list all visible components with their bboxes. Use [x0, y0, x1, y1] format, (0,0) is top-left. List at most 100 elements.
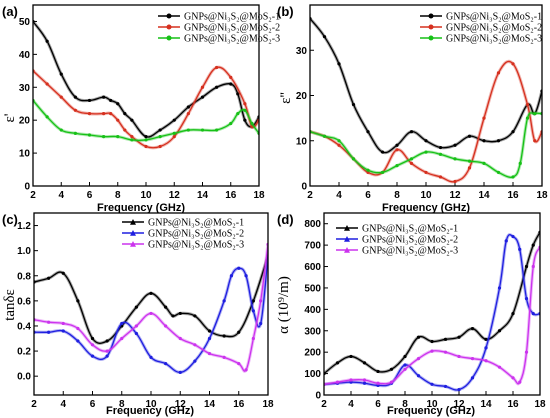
- y-tick-label: 400: [304, 305, 321, 316]
- data-point: [116, 102, 120, 106]
- data-point: [186, 112, 190, 116]
- data-point: [59, 95, 63, 99]
- x-tick-label: 12: [169, 190, 181, 201]
- data-point: [222, 355, 226, 359]
- data-point: [229, 75, 233, 79]
- data-point: [250, 125, 254, 129]
- data-point: [47, 330, 51, 334]
- panel-c: (c) tanδε Frequency (GHz) 2 4 6 8 10 12 14 16 18…: [2, 212, 274, 417]
- data-point: [470, 327, 475, 331]
- data-point: [130, 118, 134, 122]
- data-point: [73, 131, 77, 135]
- y-tick-label: 0: [315, 391, 321, 402]
- data-point: [453, 179, 457, 184]
- x-tick-label: 4: [58, 190, 64, 201]
- data-point: [109, 98, 113, 103]
- y-tick-label: 0: [24, 182, 30, 193]
- x-tick-label: 4: [60, 399, 66, 410]
- panel-c-ylabel: tanδε: [2, 289, 18, 321]
- panel-d-frame: [323, 212, 541, 396]
- y-tick-label: 0.8: [17, 271, 31, 282]
- x-tick-label: 2: [321, 399, 327, 410]
- data-point: [362, 381, 367, 385]
- data-point: [164, 324, 168, 328]
- data-point: [496, 71, 501, 75]
- data-point: [380, 170, 385, 175]
- data-point: [470, 376, 475, 380]
- legend-marker: [344, 225, 350, 231]
- data-point: [76, 339, 80, 343]
- data-point: [215, 128, 219, 132]
- data-point: [453, 143, 457, 147]
- data-point: [416, 335, 421, 339]
- panel-d-plot: 2 4 6 8 10 12 14 16 18 0 100 200 300 400 500 600 700 800 G…: [304, 219, 546, 410]
- data-point: [102, 112, 106, 116]
- data-point: [244, 274, 248, 278]
- data-point: [164, 305, 168, 309]
- y-tick-label: 20: [19, 116, 31, 127]
- data-point: [482, 161, 486, 165]
- x-tick-label: 18: [253, 190, 265, 201]
- legend-marker: [344, 236, 350, 242]
- data-point: [362, 361, 367, 365]
- data-point: [524, 350, 529, 354]
- data-point: [90, 343, 95, 347]
- legend-marker: [130, 219, 136, 225]
- data-point: [222, 299, 226, 303]
- data-point: [251, 299, 255, 303]
- legend-marker: [130, 230, 136, 236]
- data-point: [259, 321, 263, 326]
- series-line-halo: [324, 246, 540, 386]
- data-point: [533, 112, 537, 116]
- data-point: [149, 311, 153, 316]
- y-tick-label: 200: [304, 348, 321, 359]
- data-point: [236, 112, 240, 116]
- data-point: [120, 321, 124, 326]
- x-tick-label: 18: [536, 190, 548, 201]
- data-point: [424, 150, 428, 154]
- legend-label: GNPs@Ni₃S₂@MoS₂-1: [148, 218, 244, 229]
- x-tick-label: 18: [534, 399, 546, 410]
- data-point: [430, 339, 434, 344]
- data-point: [335, 361, 340, 365]
- data-point: [511, 376, 515, 380]
- panel-b: (b) ε'' Frequency (GHz) 2 4 6 8 10 12 14 16 18 0 1…: [277, 4, 548, 214]
- data-point: [376, 369, 380, 374]
- x-tick-label: 10: [140, 190, 152, 201]
- series-line: [34, 244, 268, 372]
- data-point: [349, 354, 353, 359]
- data-point: [215, 65, 219, 70]
- data-point: [351, 102, 356, 107]
- data-point: [59, 128, 63, 132]
- legend-label: GNPs@Ni₃S₂@MoS₂-2: [148, 229, 244, 240]
- data-point: [438, 152, 443, 156]
- data-point: [178, 311, 182, 316]
- x-tick-label: 2: [307, 190, 313, 201]
- data-point: [172, 135, 176, 139]
- data-point: [524, 264, 529, 269]
- data-point: [511, 175, 515, 179]
- x-tick-label: 8: [402, 399, 408, 410]
- panel-a-frame: [32, 4, 260, 187]
- data-point: [376, 381, 380, 385]
- x-tick-label: 14: [480, 399, 492, 410]
- data-point: [337, 62, 341, 66]
- data-point: [337, 143, 341, 147]
- panel-a: (a) ε' Frequency (GHz) 2 4 6 8 10 12 14 16 18 0 10…: [2, 4, 280, 214]
- panel-d-ylabel: α (10⁹/m): [276, 276, 292, 334]
- x-tick-label: 8: [119, 399, 125, 410]
- data-point: [457, 388, 461, 392]
- legend-marker: [166, 13, 172, 19]
- data-point: [366, 168, 370, 172]
- series-group: [34, 242, 268, 375]
- x-tick-label: 14: [197, 190, 209, 201]
- legend-marker: [344, 247, 350, 253]
- y-tick-label: 20: [296, 91, 308, 102]
- data-point: [116, 135, 120, 139]
- data-point: [90, 336, 95, 341]
- data-point: [123, 112, 127, 116]
- data-point: [186, 128, 190, 132]
- data-point: [351, 157, 356, 161]
- legend-marker: [130, 241, 136, 247]
- data-point: [87, 98, 92, 103]
